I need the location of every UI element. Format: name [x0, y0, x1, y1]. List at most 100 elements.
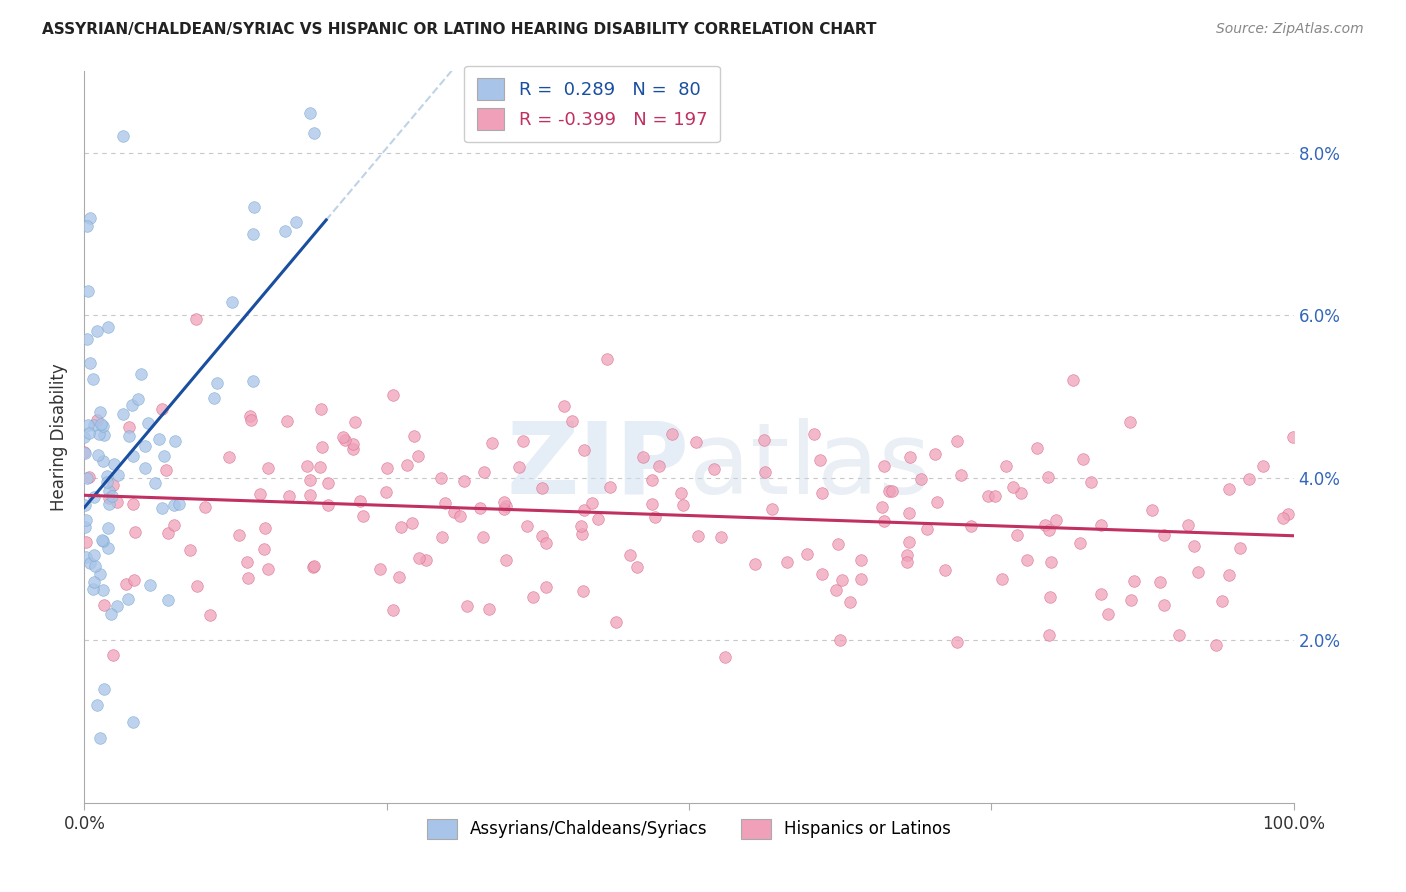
Point [316, 476, 339, 491]
Point [396, 458, 419, 473]
Point [122, 497, 145, 511]
Point [896, 555, 918, 569]
Point [534, 580, 557, 594]
Point [150, 501, 173, 516]
Point [184, 312, 207, 326]
Point [299, 473, 322, 487]
Point [516, 519, 538, 533]
Point [167, 497, 190, 511]
Point [803, 427, 825, 442]
Point [710, 530, 733, 544]
Point [415, 553, 437, 567]
Point [388, 569, 411, 583]
Point [828, 632, 851, 647]
Point [382, 388, 405, 402]
Point [249, 487, 271, 501]
Point [994, 458, 1017, 473]
Point [311, 401, 333, 416]
Point [77, 417, 100, 432]
Point [276, 414, 298, 428]
Point [117, 592, 139, 607]
Point [368, 562, 391, 576]
Point [179, 542, 201, 557]
Text: ASSYRIAN/CHALDEAN/SYRIAC VS HISPANIC OR LATINO HEARING DISABILITY CORRELATION CH: ASSYRIAN/CHALDEAN/SYRIAC VS HISPANIC OR … [42, 22, 877, 37]
Point [761, 502, 783, 516]
Point [1039, 590, 1062, 604]
Point [522, 590, 544, 604]
Point [342, 437, 364, 451]
Point [76, 332, 98, 346]
Point [870, 500, 893, 514]
Point [93, 428, 115, 442]
Point [148, 432, 170, 446]
Point [714, 649, 737, 664]
Point [644, 510, 666, 524]
Point [302, 558, 325, 573]
Point [661, 427, 683, 442]
Point [927, 494, 949, 508]
Point [1119, 415, 1142, 429]
Point [468, 500, 491, 515]
Point [111, 129, 134, 144]
Point [574, 503, 596, 517]
Point [342, 442, 364, 457]
Point [984, 489, 1007, 503]
Point [873, 458, 896, 473]
Point [100, 607, 122, 621]
Point [97, 491, 120, 505]
Point [898, 450, 921, 464]
Point [672, 498, 695, 512]
Point [1090, 587, 1112, 601]
Point [959, 518, 981, 533]
Point [1062, 373, 1084, 387]
Point [605, 615, 627, 629]
Point [571, 526, 593, 541]
Point [89, 567, 111, 582]
Point [744, 557, 766, 571]
Point [1090, 518, 1112, 533]
Point [825, 582, 848, 597]
Point [810, 452, 832, 467]
Point [1121, 592, 1143, 607]
Point [73, 446, 96, 460]
Point [124, 524, 146, 539]
Point [254, 521, 277, 535]
Point [950, 467, 973, 482]
Point [977, 490, 1000, 504]
Point [512, 434, 534, 448]
Point [408, 550, 430, 565]
Point [285, 214, 308, 228]
Point [309, 460, 332, 475]
Point [76, 219, 98, 233]
Point [121, 398, 143, 412]
Point [112, 408, 135, 422]
Point [73, 430, 96, 444]
Point [302, 127, 325, 141]
Point [1211, 593, 1233, 607]
Point [107, 467, 129, 482]
Point [82, 582, 104, 597]
Point [121, 714, 143, 729]
Point [118, 420, 141, 434]
Point [105, 599, 128, 613]
Point [253, 541, 276, 556]
Point [90, 417, 112, 432]
Point [1040, 555, 1063, 569]
Point [796, 547, 818, 561]
Point [1177, 517, 1199, 532]
Point [98, 497, 121, 511]
Point [471, 530, 494, 544]
Point [96, 468, 118, 483]
Point [849, 572, 872, 586]
Point [1069, 535, 1091, 549]
Point [641, 473, 664, 487]
Point [1142, 503, 1164, 517]
Text: Source: ZipAtlas.com: Source: ZipAtlas.com [1216, 22, 1364, 37]
Point [77, 470, 100, 484]
Point [277, 489, 299, 503]
Point [242, 375, 264, 389]
Point [75, 498, 97, 512]
Point [1153, 528, 1175, 542]
Point [75, 550, 97, 565]
Point [77, 426, 100, 441]
